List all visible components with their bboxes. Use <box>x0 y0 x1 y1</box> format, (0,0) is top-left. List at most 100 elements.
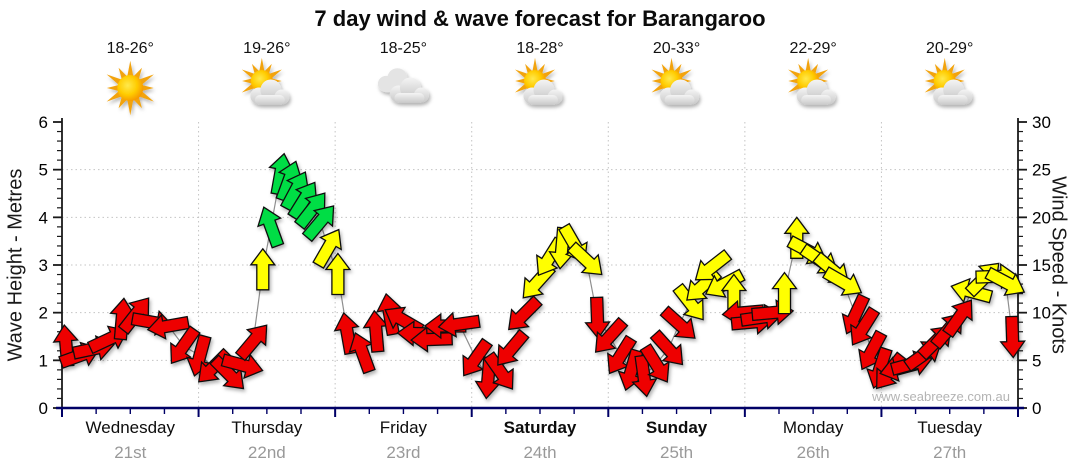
left-tick-label: 6 <box>39 113 48 132</box>
day-date: 25th <box>660 443 694 462</box>
sun-ray <box>514 83 528 93</box>
right-tick-label: 10 <box>1032 304 1051 323</box>
weather-icon-partly-cloudy <box>651 57 700 105</box>
wind-arrow <box>146 313 190 340</box>
wind-arrow <box>312 228 342 270</box>
wind-arrow <box>437 311 481 338</box>
sun-ray <box>269 69 282 79</box>
wind-arrow <box>649 329 684 366</box>
sun-ray <box>242 78 252 84</box>
day-temp-range: 20-33° <box>652 40 701 57</box>
left-tick-label: 5 <box>39 161 48 180</box>
day-temp-range: 20-29° <box>926 40 974 57</box>
wind-arrow <box>301 205 335 243</box>
wind-arrow <box>257 206 285 249</box>
sun-ray <box>651 83 665 93</box>
wind-arrow <box>771 271 798 315</box>
sun-ray <box>139 74 154 85</box>
weather-icon-partly-cloudy <box>514 57 563 105</box>
sun-ray <box>532 57 538 71</box>
sun-ray <box>241 83 255 93</box>
day-temp-range: 18-25° <box>379 40 428 57</box>
sun-ray <box>669 57 675 71</box>
sun-ray <box>942 57 948 71</box>
wind-arrow <box>170 325 201 365</box>
sun-ray <box>127 60 134 77</box>
wind-arrow <box>410 326 453 353</box>
cloud-part <box>528 95 558 105</box>
day-name: Friday <box>379 418 428 437</box>
right-axis-title: Wind Speed - Knots <box>1047 176 1070 354</box>
sun-ray <box>924 83 938 93</box>
left-tick-label: 3 <box>39 256 48 275</box>
sun-ray <box>542 69 556 79</box>
wind-arrow <box>584 296 611 340</box>
sun-ray <box>788 78 798 84</box>
chart-title: 7 day wind & wave forecast for Barangaro… <box>314 6 766 31</box>
day-date: 22nd <box>247 443 286 462</box>
day-name: Saturday <box>503 418 577 437</box>
sun-ray <box>924 69 938 79</box>
day-name: Tuesday <box>917 418 982 437</box>
day-temp-range: 18-26° <box>106 40 154 57</box>
sun-ray <box>788 69 801 79</box>
left-tick-label: 4 <box>39 208 48 227</box>
sun-ray <box>515 78 525 84</box>
right-tick-label: 5 <box>1032 351 1041 370</box>
sun-ray <box>952 69 965 79</box>
day-date: 26th <box>796 443 830 462</box>
left-axis-title: Wave Height - Metres <box>4 168 27 362</box>
wind-arrow <box>999 315 1026 359</box>
wind-arrow <box>672 282 704 321</box>
wind-arrow <box>566 241 603 276</box>
sun-ray <box>259 57 265 71</box>
right-tick-label: 30 <box>1032 113 1051 132</box>
wind-arrow <box>639 343 670 383</box>
day-date: 24th <box>523 443 557 462</box>
bottom-axis <box>56 406 1024 417</box>
left-tick-label: 1 <box>39 351 48 370</box>
sun-ray <box>924 78 935 84</box>
wind-arrow <box>507 295 543 331</box>
cloud-part <box>394 93 425 103</box>
wind-arrow <box>942 299 973 339</box>
cloud-part <box>937 95 968 105</box>
wind-arrow <box>850 305 881 346</box>
right-tick-label: 25 <box>1032 161 1051 180</box>
left-tick-label: 0 <box>39 399 48 418</box>
wind-arrows <box>52 152 1026 400</box>
day-temp-range: 22-29° <box>789 40 837 57</box>
sun-ray <box>139 91 154 102</box>
sun-ray <box>106 74 122 85</box>
wind-arrow <box>483 351 514 390</box>
weather-icon-partly-cloudy <box>241 57 290 105</box>
left-tick-label: 2 <box>39 304 48 323</box>
day-name: Wednesday <box>85 418 176 437</box>
day-date: 21st <box>114 443 147 462</box>
tick-labels: 0 1 2 3 4 5 6 0 5 10 15 20 25 30 <box>39 113 1051 418</box>
sun-ray <box>106 91 122 102</box>
right-tick-label: 20 <box>1032 208 1051 227</box>
sun-ray <box>815 69 829 79</box>
sun-ray <box>241 69 255 79</box>
wind-arrow <box>249 247 277 291</box>
wind-arrow <box>659 305 696 339</box>
cloud-part <box>254 95 285 105</box>
sun-ray <box>514 69 528 79</box>
wind-arrow <box>220 353 264 380</box>
watermark: www.seabreeze.com.au <box>871 389 1010 404</box>
wind-arrow <box>234 324 268 362</box>
day-name: Thursday <box>231 418 303 437</box>
day-name: Monday <box>782 418 844 437</box>
sun-ray <box>142 85 154 91</box>
sun-ray <box>106 85 119 91</box>
wind-arrow <box>594 316 629 353</box>
weather-icon-cloudy <box>377 68 429 103</box>
weather-icon-partly-cloudy <box>924 57 973 105</box>
sun-disc <box>117 75 144 101</box>
sun-ray <box>679 69 692 79</box>
wind-arrow <box>821 266 863 296</box>
wind-arrow <box>984 266 1026 296</box>
cloud-part <box>801 95 832 105</box>
